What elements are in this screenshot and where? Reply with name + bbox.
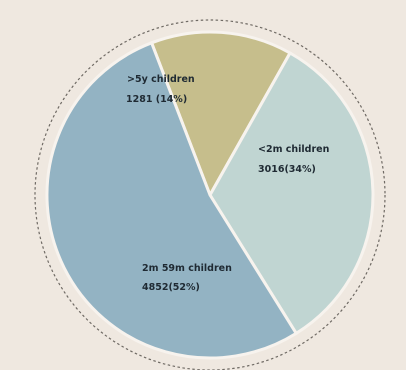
slice-label-2m59m-name: 2m 59m children — [142, 263, 232, 274]
slice-label-lt2m-value: 3016(34%) — [258, 164, 316, 175]
slice-label-gt5y-value: 1281 (14%) — [126, 94, 187, 105]
outer-dashed-ring — [34, 19, 386, 370]
pie-slice-lt2m — [208, 50, 375, 336]
slice-label-lt2m-name: <2m children — [258, 144, 330, 155]
pie-slices — [45, 30, 375, 360]
pie-slice-gt5y — [149, 30, 293, 199]
pie-slice-2m59m — [45, 40, 299, 360]
slice-label-2m59m-value: 4852(52%) — [142, 282, 200, 293]
slice-label-gt5y-name: >5y children — [127, 74, 195, 85]
